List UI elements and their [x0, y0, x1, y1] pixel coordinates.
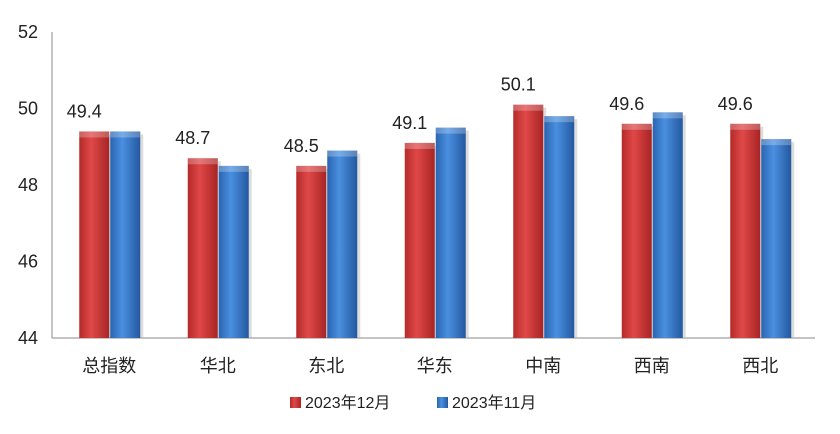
data-label: 49.6: [718, 94, 753, 114]
bar-nov: [218, 165, 249, 338]
bar-bevel: [404, 142, 435, 149]
bar-nov: [435, 127, 466, 338]
x-tick-label: 中南: [525, 356, 561, 376]
x-tick-label: 东北: [308, 356, 344, 376]
bar-bevel: [544, 116, 575, 123]
bar-nov: [544, 116, 575, 339]
bar-dec: [730, 123, 761, 338]
x-tick-label: 西南: [634, 356, 670, 376]
x-tick-label: 华北: [200, 356, 236, 376]
x-tick-label: 华东: [417, 356, 453, 376]
bar-nov: [327, 150, 358, 338]
legend-label-nov: 2023年11月: [452, 394, 536, 412]
bar-nov: [761, 139, 792, 338]
bar-bevel: [218, 165, 249, 172]
bar-bevel: [187, 158, 218, 165]
bar-bevel: [79, 131, 110, 138]
bar-dec: [513, 104, 544, 338]
data-label: 49.4: [67, 101, 102, 121]
legend-swatch-dec: [290, 397, 301, 408]
legend: 2023年12月 2023年11月: [290, 394, 536, 412]
y-tick-label: 52: [18, 22, 38, 42]
legend-swatch-nov: [437, 397, 448, 408]
bar-dec: [404, 142, 435, 338]
bar-nov: [652, 112, 683, 338]
bar-bevel: [327, 150, 358, 157]
data-label: 48.7: [175, 128, 210, 148]
x-tick-label: 西北: [742, 356, 778, 376]
bar-dec: [187, 158, 218, 338]
legend-label-dec: 2023年12月: [305, 394, 390, 412]
bar-bevel: [435, 127, 466, 134]
data-label: 50.1: [501, 75, 536, 95]
y-tick-label: 44: [18, 328, 38, 348]
y-tick-label: 50: [18, 99, 38, 119]
bar-bevel: [110, 131, 141, 138]
y-tick-label: 48: [18, 175, 38, 195]
bar-dec: [621, 123, 652, 338]
bar-nov: [110, 131, 141, 338]
y-tick-label: 46: [18, 252, 38, 272]
bar-bevel: [513, 104, 544, 111]
data-label: 48.5: [284, 136, 319, 156]
bar-bevel: [761, 139, 792, 146]
bar-bevel: [652, 112, 683, 119]
data-label: 49.6: [609, 94, 644, 114]
bar-bevel: [296, 165, 327, 172]
x-tick-label: 总指数: [82, 356, 136, 376]
bar-dec: [79, 131, 110, 338]
data-label: 49.1: [392, 113, 427, 133]
bar-bevel: [621, 123, 652, 130]
bar-dec: [296, 165, 327, 338]
bar-bevel: [730, 123, 761, 130]
